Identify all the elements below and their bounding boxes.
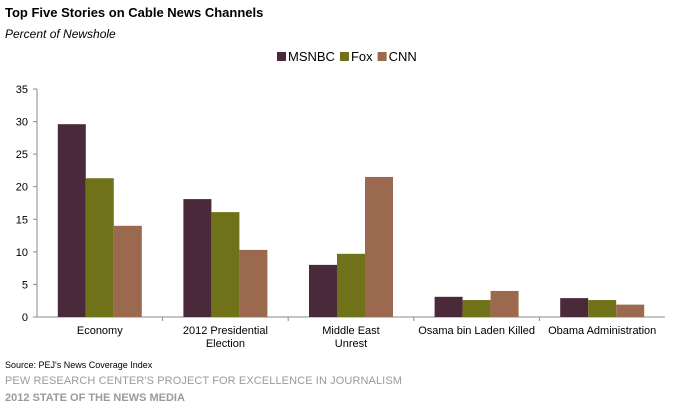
report-credit: 2012 STATE OF THE NEWS MEDIA [5,392,185,404]
bar-fox [588,300,617,317]
organization-credit: PEW RESEARCH CENTER'S PROJECT FOR EXCELL… [5,375,403,387]
bar-msnbc [434,296,463,317]
bar-msnbc [560,298,589,317]
bar-msnbc [309,264,337,317]
y-tick-label: 15 [16,214,28,226]
chart-title: Top Five Stories on Cable News Channels [5,5,264,20]
bar-cnn [365,176,393,317]
category-label: Obama Administration [548,325,656,337]
bar-chart: 0 5 10 15 20 25 30 35 Economy 2012 PresidentialEl… [16,49,665,350]
category-label: 2012 Presidential [183,325,268,337]
bar-cnn [616,304,645,317]
bar-cnn [490,290,519,317]
bar-fox [462,300,491,317]
y-tick-label: 20 [16,182,28,194]
bar-fox [211,212,240,317]
category-label: Unrest [335,338,367,350]
bar-msnbc [57,124,86,317]
legend-swatch-msnbc [277,52,286,61]
chart-subtitle: Percent of Newshole [5,27,116,41]
y-tick-label: 0 [22,312,28,324]
bar-cnn [239,249,268,317]
y-tick-label: 30 [16,117,28,129]
legend-label-msnbc: MSNBC [288,49,335,64]
source-note: Source: PEJ's News Coverage Index [5,360,153,370]
legend-swatch-fox [339,52,349,61]
y-tick-label: 25 [16,149,28,161]
y-tick-label: 35 [16,84,28,96]
bar-fox [337,253,365,317]
category-label: Osama bin Laden Killed [418,325,535,337]
category-label: Middle East [322,325,379,337]
legend-label-fox: Fox [351,49,373,64]
bar-cnn [113,225,142,317]
legend-label-cnn: CNN [389,49,417,64]
bar-fox [85,178,114,317]
y-tick-label: 5 [22,279,28,291]
legend-swatch-cnn [377,52,387,61]
category-label: Economy [77,325,123,337]
bar-msnbc [183,199,212,317]
y-tick-label: 10 [16,247,28,259]
category-label: Election [206,338,245,350]
